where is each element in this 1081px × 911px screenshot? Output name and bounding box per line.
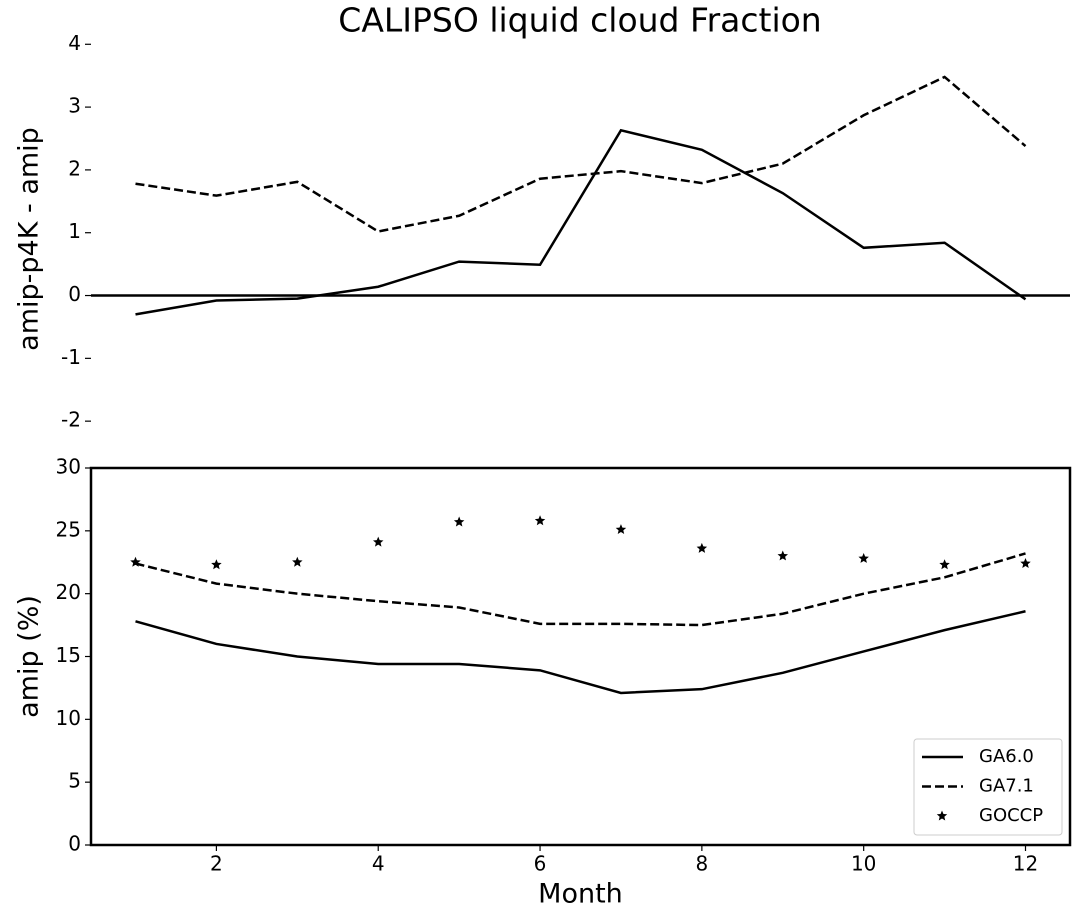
y-tick-label: 5 bbox=[68, 769, 81, 793]
star-marker bbox=[292, 556, 303, 567]
series-line bbox=[135, 128, 1027, 316]
y-axis-label: amip (%) bbox=[14, 595, 45, 718]
star-marker bbox=[939, 559, 950, 570]
star-marker bbox=[615, 524, 627, 535]
y-tick-label: 25 bbox=[56, 517, 81, 541]
y-tick-label: 0 bbox=[68, 832, 81, 856]
y-axis-label: amip-p4K - amip bbox=[14, 127, 45, 351]
legend-label: GA6.0 bbox=[979, 746, 1034, 767]
y-tick-label: 10 bbox=[56, 706, 81, 730]
x-axis-label: Month bbox=[538, 879, 623, 910]
series-line bbox=[135, 610, 1026, 695]
star-marker bbox=[777, 550, 788, 561]
star-marker bbox=[534, 515, 546, 526]
y-tick-label: 15 bbox=[56, 643, 81, 667]
y-tick-label: -1 bbox=[61, 345, 81, 369]
star-marker bbox=[211, 559, 222, 570]
x-tick-label: 12 bbox=[1013, 852, 1038, 876]
y-tick-label: 30 bbox=[56, 455, 81, 479]
star-marker bbox=[130, 556, 141, 567]
x-tick-label: 10 bbox=[851, 852, 876, 876]
x-tick-label: 4 bbox=[372, 852, 385, 876]
legend-marker bbox=[936, 810, 948, 821]
x-tick-label: 6 bbox=[534, 852, 547, 876]
star-marker bbox=[696, 542, 708, 553]
series-line bbox=[135, 552, 1026, 627]
y-tick-label: 3 bbox=[68, 94, 81, 118]
y-tick-label: 2 bbox=[68, 156, 81, 180]
x-tick-label: 8 bbox=[695, 852, 708, 876]
chart-title: CALIPSO liquid cloud Fraction bbox=[338, 1, 821, 40]
series-line bbox=[135, 75, 1027, 233]
star-marker bbox=[373, 536, 384, 547]
plot-frame bbox=[89, 466, 1072, 847]
y-tick-label: 0 bbox=[68, 282, 81, 306]
y-tick-label: 1 bbox=[68, 219, 81, 243]
y-tick-label: 4 bbox=[68, 31, 81, 55]
legend-box bbox=[913, 738, 1063, 836]
star-marker bbox=[1020, 558, 1031, 568]
x-tick-label: 2 bbox=[210, 852, 223, 876]
y-tick-label: 20 bbox=[56, 580, 81, 604]
legend-label: GOCCP bbox=[979, 805, 1043, 826]
y-tick-label: -2 bbox=[61, 408, 81, 432]
star-marker bbox=[858, 552, 869, 563]
star-marker bbox=[453, 516, 465, 527]
legend-label: GA7.1 bbox=[979, 776, 1034, 797]
